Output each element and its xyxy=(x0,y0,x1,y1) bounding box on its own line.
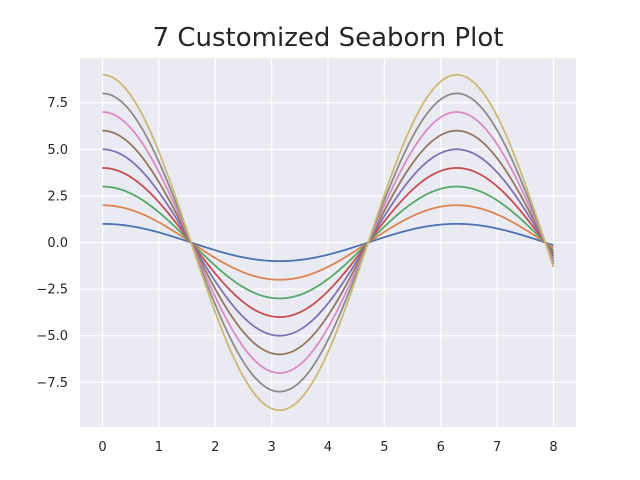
series-line-amplitude-1 xyxy=(102,222,554,263)
series-line-amplitude-8 xyxy=(102,92,555,393)
chart-title: 7 Customized Seaborn Plot xyxy=(152,23,504,53)
series-line-amplitude-3 xyxy=(102,185,555,300)
series-line-amplitude-6 xyxy=(102,129,555,356)
x-tick-labels: 0 1 2 3 4 5 6 7 8 xyxy=(98,440,557,455)
x-tick-label: 1 xyxy=(155,440,163,455)
x-tick-label: 2 xyxy=(211,440,219,455)
y-tick-label: −5.0 xyxy=(36,329,68,344)
y-tick-label: −2.5 xyxy=(36,283,68,298)
y-tick-labels: 7.5 5.0 2.5 0.0 −2.5 −5.0 −7.5 xyxy=(36,96,68,391)
x-tick-label: 0 xyxy=(98,440,106,455)
x-tick-label: 4 xyxy=(324,440,332,455)
grid xyxy=(80,58,576,427)
series-line-amplitude-2 xyxy=(102,204,554,281)
y-tick-label: 5.0 xyxy=(47,143,68,158)
y-tick-label: 2.5 xyxy=(47,189,68,204)
series-line-amplitude-5 xyxy=(102,148,555,337)
y-tick-label: 0.0 xyxy=(47,236,68,251)
y-tick-label: −7.5 xyxy=(36,376,68,391)
x-tick-label: 5 xyxy=(380,440,388,455)
series-group xyxy=(102,73,555,412)
series-line-amplitude-4 xyxy=(102,167,555,318)
y-tick-label: 7.5 xyxy=(47,96,68,111)
x-tick-label: 3 xyxy=(267,440,275,455)
series-line-amplitude-9 xyxy=(102,73,555,412)
x-tick-label: 7 xyxy=(493,440,501,455)
x-tick-label: 8 xyxy=(549,440,557,455)
series-line-amplitude-7 xyxy=(102,111,555,374)
x-tick-label: 6 xyxy=(437,440,445,455)
